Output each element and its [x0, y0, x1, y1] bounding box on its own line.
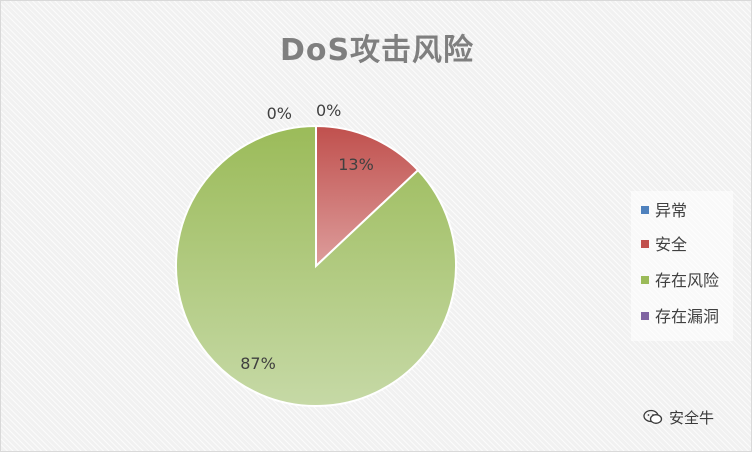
- wechat-icon: [643, 409, 663, 424]
- data-label-3: 0%: [267, 104, 292, 123]
- legend-label-2: 存在风险: [655, 271, 720, 290]
- legend-item-1: 安全: [641, 235, 687, 255]
- watermark-text: 安全牛: [669, 409, 715, 427]
- legend-swatch-3: [641, 311, 649, 320]
- legend: 异常 安全 存在风险 存在漏洞: [631, 191, 733, 341]
- pie-slice-2: [175, 124, 457, 407]
- legend-item-3: 存在漏洞: [641, 307, 719, 327]
- data-label-1: 13%: [338, 155, 374, 174]
- legend-swatch-2: [641, 275, 649, 284]
- chart-title: DoS攻击风险: [279, 33, 475, 68]
- watermark: 安全牛: [643, 407, 714, 428]
- legend-label-3: 存在漏洞: [655, 307, 720, 326]
- legend-label-1: 安全: [655, 235, 688, 254]
- legend-item-0: 异常: [641, 201, 687, 221]
- data-label-0: 0%: [316, 101, 341, 120]
- legend-swatch-0: [641, 205, 649, 214]
- pie-slice-1: [315, 124, 420, 269]
- legend-swatch-1: [641, 239, 649, 248]
- data-label-2: 87%: [240, 354, 276, 373]
- legend-item-2: 存在风险: [641, 271, 719, 291]
- legend-label-0: 异常: [655, 201, 688, 220]
